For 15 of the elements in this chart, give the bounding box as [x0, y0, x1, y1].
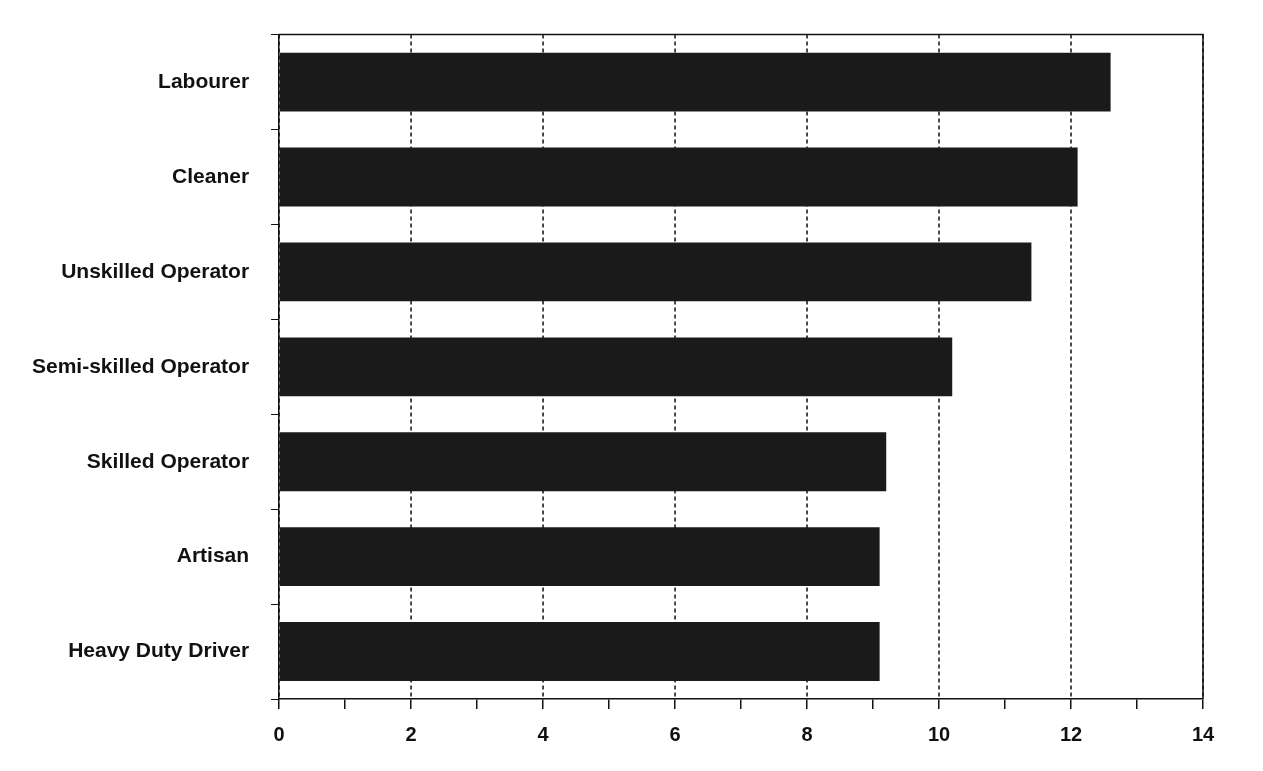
- x-tick-label: 4: [537, 722, 550, 745]
- x-tick-label: 14: [1191, 722, 1215, 745]
- y-tick-label: Unskilled Operator: [61, 258, 250, 282]
- x-tick-label: 12: [1059, 722, 1083, 745]
- y-tick-label: Heavy Duty Driver: [68, 638, 250, 662]
- x-tick-label: 2: [405, 722, 417, 745]
- x-tick-label: 0: [273, 722, 285, 745]
- y-tick-label: Cleaner: [172, 163, 250, 187]
- x-tick-label: 6: [669, 722, 681, 745]
- y-tick-label: Artisan: [176, 543, 250, 567]
- y-tick-label: Labourer: [158, 68, 250, 92]
- y-tick-label: Semi-skilled Operator: [32, 353, 250, 377]
- x-tick-label: 10: [927, 722, 951, 745]
- y-tick-label: Skilled Operator: [86, 448, 250, 472]
- x-tick-label: 8: [801, 722, 813, 745]
